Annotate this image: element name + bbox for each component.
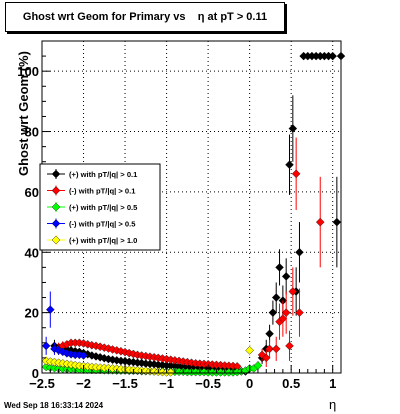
legend-marker bbox=[51, 219, 61, 228]
x-tick-label: −2 bbox=[76, 376, 91, 391]
data-point bbox=[268, 308, 278, 317]
data-point bbox=[265, 329, 274, 339]
x-tick-label: −1 bbox=[159, 376, 174, 391]
x-tick-label: 0 bbox=[246, 376, 253, 391]
data-point bbox=[285, 160, 294, 170]
y-tick-label: 40 bbox=[25, 245, 39, 260]
y-tick-label: 100 bbox=[17, 64, 39, 79]
y-axis-label: Ghost wrt Geom (%) bbox=[16, 51, 31, 176]
legend-label: (+) with pT/|q| > 1.0 bbox=[69, 236, 137, 245]
x-tick-label: −1.5 bbox=[112, 376, 138, 391]
data-point bbox=[291, 169, 301, 179]
y-tick-label: 60 bbox=[25, 185, 39, 200]
data-point bbox=[315, 217, 325, 227]
y-tick-label: 20 bbox=[25, 306, 39, 321]
data-point bbox=[271, 293, 281, 302]
legend-label: (+) with pT/|q| > 0.1 bbox=[69, 170, 138, 179]
x-axis-label: η bbox=[329, 397, 337, 412]
data-point bbox=[58, 347, 68, 357]
data-point bbox=[285, 341, 294, 351]
data-point bbox=[245, 346, 254, 355]
x-tick-label: −2.5 bbox=[29, 376, 55, 391]
data-point bbox=[328, 51, 337, 61]
data-point bbox=[166, 368, 176, 377]
data-point bbox=[261, 353, 271, 363]
legend-marker bbox=[51, 202, 61, 212]
data-point bbox=[50, 344, 59, 354]
data-point bbox=[265, 344, 274, 354]
y-tick-label: 80 bbox=[25, 125, 39, 140]
data-point bbox=[271, 344, 281, 354]
data-point bbox=[288, 287, 298, 296]
x-tick-label: 0.5 bbox=[282, 376, 300, 391]
data-point bbox=[46, 305, 55, 314]
data-point bbox=[275, 263, 284, 272]
data-point bbox=[295, 247, 304, 257]
data-point bbox=[41, 341, 51, 351]
x-tick-label: −0.5 bbox=[195, 376, 221, 391]
legend-marker bbox=[51, 169, 61, 179]
data-point bbox=[281, 272, 291, 281]
x-tick-label: 1 bbox=[329, 376, 336, 391]
data-point bbox=[332, 217, 342, 227]
data-point bbox=[288, 124, 298, 133]
data-point bbox=[79, 351, 88, 360]
data-point bbox=[54, 346, 63, 355]
legend-label: (-) with pT/|q| > 0.1 bbox=[69, 187, 136, 196]
data-point bbox=[281, 308, 291, 317]
legend-label: (-) with pT/|q| > 0.5 bbox=[69, 220, 136, 229]
chart-title: Ghost wrt Geom for Primary vs η at pT > … bbox=[5, 2, 285, 32]
timestamp: Wed Sep 18 16:33:14 2024 bbox=[4, 401, 104, 410]
data-point bbox=[295, 308, 304, 317]
y-tick-label: 0 bbox=[32, 366, 39, 381]
legend-marker bbox=[51, 235, 61, 245]
legend-marker bbox=[51, 186, 61, 195]
data-point bbox=[278, 314, 288, 323]
legend-label: (+) with pT/|q| > 0.5 bbox=[69, 203, 138, 212]
